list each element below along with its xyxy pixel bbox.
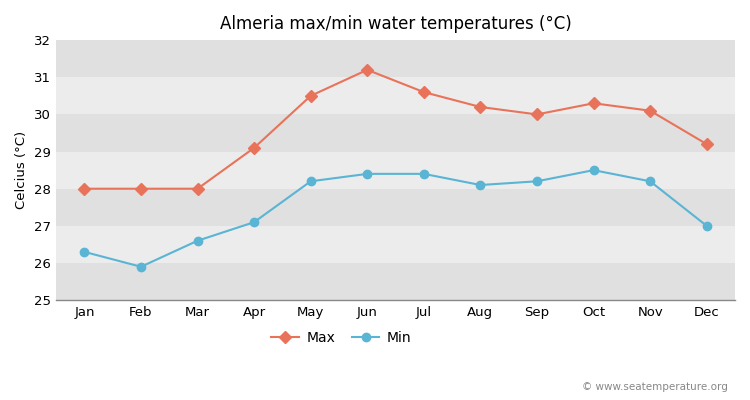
Title: Almeria max/min water temperatures (°C): Almeria max/min water temperatures (°C) <box>220 15 572 33</box>
Bar <box>56 189 735 226</box>
Legend: Max, Min: Max, Min <box>266 325 416 350</box>
Bar <box>56 226 735 263</box>
Text: © www.seatemperature.org: © www.seatemperature.org <box>582 382 728 392</box>
Y-axis label: Celcius (°C): Celcius (°C) <box>15 131 28 209</box>
Bar <box>56 77 735 114</box>
Bar <box>56 40 735 77</box>
Bar <box>56 114 735 152</box>
Bar <box>56 263 735 300</box>
Bar <box>56 152 735 189</box>
